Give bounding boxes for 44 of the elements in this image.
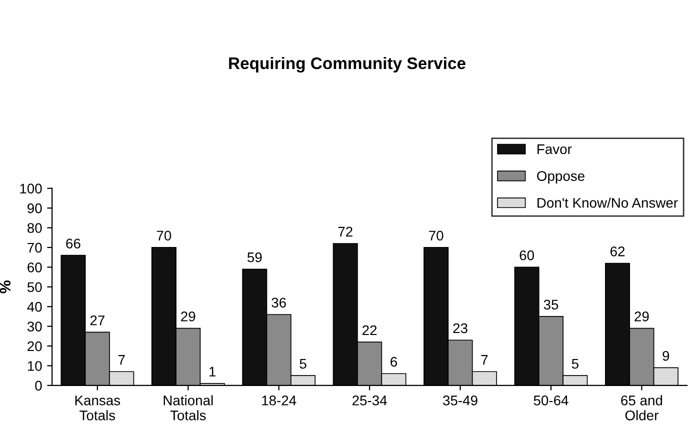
data-label: 7 xyxy=(118,355,125,365)
y-axis-title: % xyxy=(0,280,11,294)
legend-label: Oppose xyxy=(537,171,584,184)
data-label: 7 xyxy=(481,355,488,365)
y-tick-label: 60 xyxy=(28,262,42,272)
x-tick-label: 65 and Older xyxy=(621,395,662,420)
data-label: 29 xyxy=(634,312,649,322)
x-tick-label: 35-49 xyxy=(443,396,478,406)
x-tick-label: 50-64 xyxy=(534,396,568,406)
data-label: 72 xyxy=(338,226,352,236)
y-tick-label: 50 xyxy=(27,282,42,292)
x-tick-label: 18-24 xyxy=(262,396,296,406)
x-tick-label: Kansas Totals xyxy=(75,396,120,420)
y-tick-label: 100 xyxy=(20,184,42,194)
data-label: 70 xyxy=(156,230,172,241)
data-label: 22 xyxy=(362,325,377,336)
y-tick-label: 10 xyxy=(28,361,42,371)
data-label: 9 xyxy=(662,350,670,361)
legend-label: Favor xyxy=(538,144,572,154)
data-label: 27 xyxy=(90,315,104,326)
y-tick-label: 90 xyxy=(28,203,42,214)
data-label: 29 xyxy=(181,312,196,322)
data-label: 6 xyxy=(390,356,397,367)
data-label: 5 xyxy=(300,358,306,369)
data-label: 66 xyxy=(66,238,80,248)
y-tick-label: 80 xyxy=(27,223,42,233)
data-label: 5 xyxy=(572,358,578,369)
data-label: 60 xyxy=(520,250,534,260)
data-label: 23 xyxy=(453,323,468,334)
data-label: 70 xyxy=(429,230,444,241)
data-label: 35 xyxy=(544,300,558,310)
data-label: 1 xyxy=(210,366,216,376)
y-tick-label: 20 xyxy=(28,341,42,352)
data-label: 62 xyxy=(610,246,625,256)
y-tick-label: 30 xyxy=(27,322,42,332)
chart-title: Requiring Community Service xyxy=(229,56,466,73)
y-tick-label: 0 xyxy=(35,380,42,391)
legend-label: Don't Know/No Answer xyxy=(538,198,678,208)
data-label: 36 xyxy=(272,298,286,308)
y-tick-label: 40 xyxy=(27,302,42,312)
x-tick-label: National Totals xyxy=(164,395,213,420)
data-label: 59 xyxy=(247,252,262,262)
x-tick-label: 25-34 xyxy=(352,396,387,406)
y-tick-label: 70 xyxy=(28,242,42,253)
